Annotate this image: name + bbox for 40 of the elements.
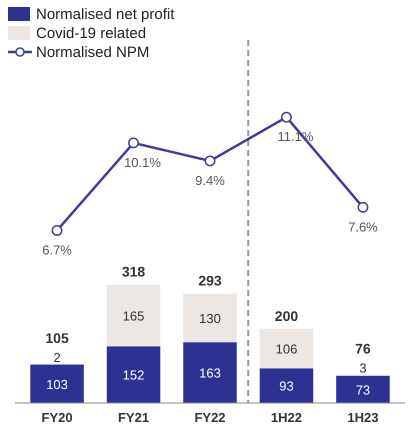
data-label: 6.7% [42,242,72,258]
total-label: 200 [274,308,298,324]
bar [106,284,160,346]
x-tick-label: 1H22 [270,410,302,425]
point [128,137,139,148]
point [204,155,216,166]
data-label: 10.1% [124,154,162,170]
bar [106,346,160,403]
bar [336,376,390,403]
legend-label: Covid-19 related [36,25,146,42]
data-label: 9.4% [195,172,226,188]
bar [260,328,314,368]
data-label: 165 [122,308,144,324]
total-label: 76 [355,340,371,357]
data-label: 130 [199,310,221,326]
bar [183,294,237,342]
bar [260,368,314,403]
data-label: 73 [356,382,370,398]
data-label: 152 [122,368,144,383]
data-label: 103 [46,376,68,392]
total-label: 318 [122,264,146,280]
legend-label: Normalised NPM [36,44,150,61]
data-label: 163 [199,366,221,381]
point [357,202,368,213]
point [52,225,63,236]
bar [30,364,84,403]
x-tick-label: FY21 [118,410,150,425]
total-label: 105 [45,330,69,346]
data-label: 7.6% [348,219,378,234]
data-label: 106 [276,342,298,357]
data-label: 2 [53,350,61,365]
bar [183,342,237,403]
total-label: 293 [198,272,222,289]
x-tick-label: 1H23 [347,410,378,425]
point [281,112,292,123]
x-tick-label: FY20 [42,410,73,425]
x-tick-label: FY22 [194,410,226,425]
data-label: 93 [279,378,294,394]
legend-label: Normalised net profit [36,6,176,23]
data-label: 3 [359,360,367,376]
